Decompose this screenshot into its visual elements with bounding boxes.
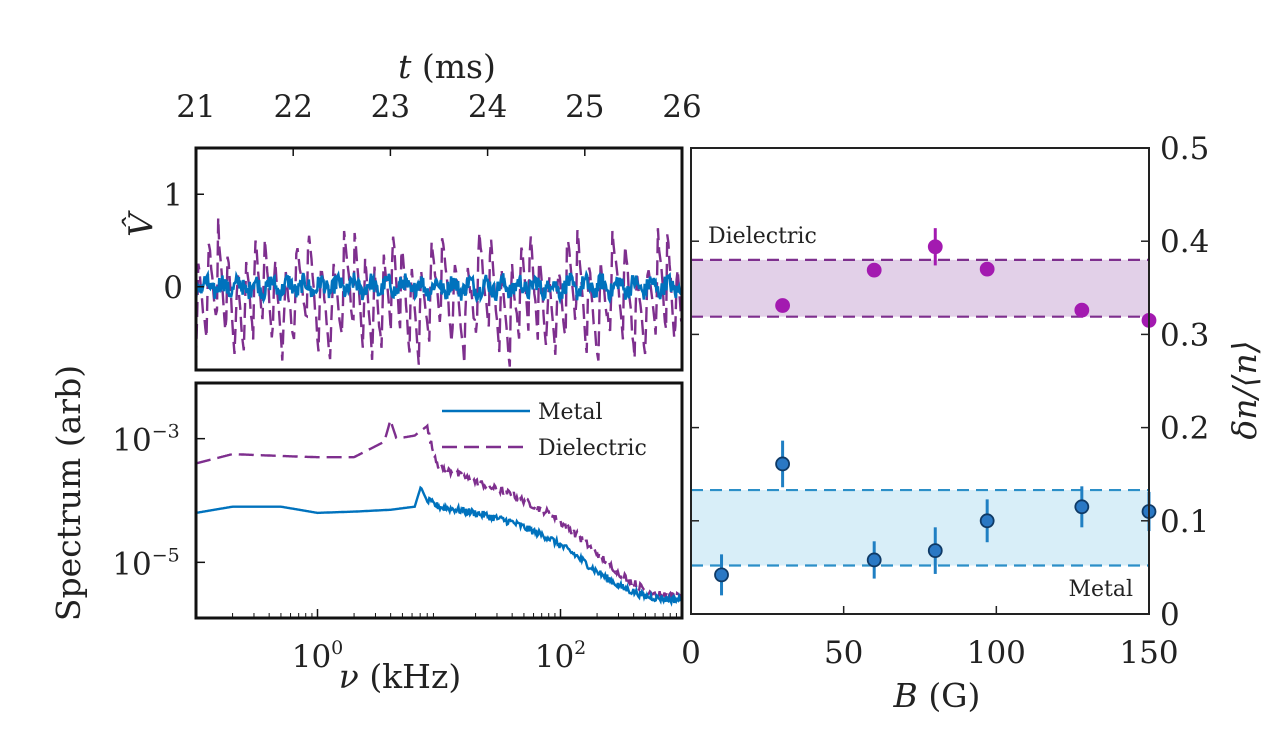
- spectrum-y-tick-label: 10−3: [112, 421, 179, 459]
- spectrum-dielectric-line: [196, 416, 682, 603]
- spectrum-y-label: Spectrum (arb): [49, 365, 88, 621]
- metal-point: [866, 552, 882, 568]
- voltage-y-ticks: 01: [163, 177, 204, 306]
- fluctuation-y-tick-label: 0.2: [1160, 411, 1209, 447]
- dielectric-point: [1074, 302, 1090, 318]
- metal-point: [927, 543, 943, 559]
- top-axis-label: t (ms): [398, 47, 496, 86]
- top-tick-label: 25: [565, 89, 604, 125]
- metal-point: [979, 513, 995, 529]
- top-tick-label: 23: [371, 89, 410, 125]
- spectrum-panel: 100 102 10−3 10−5 Metal Dielectric Spectrum…: [49, 365, 684, 696]
- dielectric-band: [691, 259, 1149, 317]
- fluctuation-x-label: B (G): [893, 676, 981, 715]
- fluctuation-y-tick-label: 0.5: [1160, 131, 1209, 167]
- spectrum-plot-frame: [194, 381, 684, 620]
- spectrum-x-tick-label: 100: [292, 637, 344, 675]
- fluctuation-y-tick-label: 0.3: [1160, 317, 1209, 353]
- spectrum-x-label: ν (kHz): [339, 657, 461, 696]
- top-axis-ticks: 21 22 23 24 25 26: [176, 89, 702, 156]
- dielectric-point: [775, 298, 790, 313]
- dielectric-point: [927, 239, 943, 255]
- legend-dielectric-label: Dielectric: [538, 436, 647, 461]
- spectrum-metal-line: [196, 485, 682, 607]
- dielectric-point: [866, 262, 882, 278]
- top-tick-label: 24: [468, 89, 507, 125]
- voltage-plot-frame: [194, 146, 684, 372]
- metal-point: [775, 456, 790, 472]
- spectrum-ticks: 100 102 10−3 10−5: [112, 421, 677, 675]
- top-tick-label: 21: [176, 89, 215, 125]
- metal-point: [714, 567, 729, 583]
- top-tick-label: 22: [273, 89, 312, 125]
- annotation-dielectric: Dielectric: [708, 224, 817, 249]
- voltage-y-label: V̂: [120, 210, 160, 237]
- spectrum-y-tick-label: 10−5: [112, 544, 179, 582]
- dielectric-point: [979, 261, 995, 277]
- fluctuation-y-label: δn/⟨n⟩: [1225, 340, 1264, 439]
- fluctuation-bands: [691, 258, 1149, 567]
- voltage-y-tick-label: 0: [163, 270, 183, 306]
- fluctuation-x-tick-label: 100: [967, 635, 1026, 671]
- fluctuation-y-tick-label: 0: [1160, 597, 1180, 633]
- voltage-y-tick-label: 1: [163, 177, 183, 213]
- voltage-panel: t (ms) 21 22 23 24 25 26 01 V̂: [120, 47, 702, 372]
- fluctuation-x-tick-label: 50: [824, 635, 863, 671]
- fluctuation-y-tick-label: 0.1: [1160, 504, 1209, 540]
- metal-band: [691, 490, 1149, 566]
- fluctuation-plot-frame: [690, 147, 1150, 615]
- annotation-metal: Metal: [1068, 577, 1133, 602]
- fluctuation-y-tick-label: 0.4: [1160, 224, 1209, 260]
- spectrum-legend: Metal Dielectric: [442, 400, 647, 461]
- metal-point: [1074, 499, 1090, 515]
- fluctuation-x-tick-label: 150: [1119, 635, 1178, 671]
- voltage-metal-line: [196, 269, 682, 305]
- spectrum-x-tick-label: 102: [535, 637, 587, 675]
- legend-metal-label: Metal: [538, 400, 603, 425]
- top-tick-label: 26: [662, 89, 701, 125]
- fluctuation-x-tick-label: 0: [681, 635, 701, 671]
